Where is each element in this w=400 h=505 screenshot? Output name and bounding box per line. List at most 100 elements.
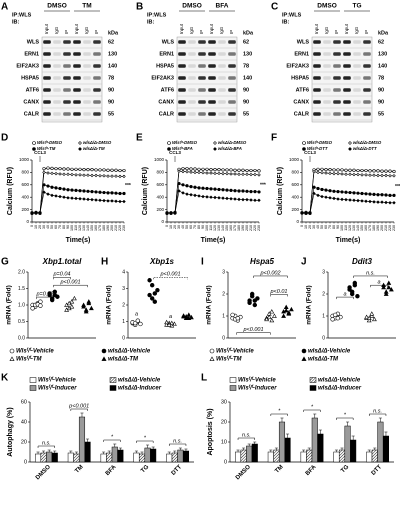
marker	[283, 307, 289, 313]
marker	[241, 172, 245, 176]
marker	[58, 172, 62, 176]
marker	[333, 312, 338, 318]
band	[333, 64, 341, 68]
marker	[352, 172, 356, 177]
x-tick-label: 20	[38, 225, 42, 229]
band	[333, 52, 341, 56]
band	[343, 100, 351, 104]
bar	[67, 452, 74, 463]
legend-swatch	[229, 377, 237, 383]
band	[218, 52, 226, 56]
marker	[62, 167, 66, 171]
marker	[78, 197, 82, 201]
marker	[54, 167, 58, 171]
marker	[245, 172, 249, 176]
y-tick-label: 400	[291, 194, 299, 199]
marker	[230, 312, 235, 318]
x-tick-label: 200	[245, 225, 249, 231]
y-tick-label: 0	[224, 459, 227, 465]
band	[73, 64, 81, 68]
y-axis-label: Apoptosis (%)	[207, 408, 214, 455]
marker	[320, 167, 324, 171]
marker	[241, 197, 245, 202]
kda-label: 62	[378, 39, 384, 45]
band	[178, 100, 186, 104]
band	[313, 76, 321, 80]
band	[343, 112, 351, 116]
marker	[380, 200, 384, 204]
marker	[82, 197, 86, 201]
error-bar	[367, 449, 371, 452]
marker	[376, 193, 380, 197]
panel-label: I	[201, 257, 204, 268]
band	[363, 52, 371, 56]
x-tick-label: 110	[344, 225, 348, 231]
marker	[332, 171, 336, 176]
annotation: p=0.02	[36, 292, 54, 298]
legend-label: wlsΔ/Δ-Vehicle	[108, 349, 151, 355]
ip-label: IP:WLS	[147, 12, 167, 18]
marker	[253, 198, 257, 203]
panel-label: J	[301, 257, 307, 268]
marker	[62, 187, 66, 191]
x-tick-label: 30	[177, 225, 181, 229]
marker	[249, 198, 253, 202]
band	[363, 88, 371, 92]
line	[166, 190, 259, 214]
marker	[344, 172, 348, 176]
x-tick-label: 110	[74, 225, 78, 231]
legend-label: Wlsᶠ/ᶠ-TM	[37, 146, 56, 151]
marker	[217, 196, 221, 200]
marker	[364, 168, 368, 173]
band	[93, 112, 101, 116]
marker	[106, 168, 110, 172]
marker	[348, 147, 352, 151]
y-tick-label: 10	[221, 439, 227, 445]
panel-label: H	[101, 257, 108, 268]
band	[53, 40, 61, 44]
marker	[217, 171, 221, 176]
marker	[32, 141, 36, 145]
x-tick-label: 140	[86, 225, 90, 231]
marker	[135, 318, 141, 323]
x-tick-label: 80	[197, 225, 201, 229]
line	[167, 168, 260, 213]
y-tick-label: 4	[122, 269, 125, 275]
kda-label: 140	[378, 63, 387, 69]
marker	[221, 168, 225, 172]
x-tick-label: 90	[201, 225, 205, 229]
y-axis-label: Calcium (RFU)	[7, 167, 14, 215]
lane-label: IP	[229, 30, 234, 34]
protein-label: HSPA5	[21, 75, 39, 81]
lane-label: IP	[199, 30, 204, 34]
marker	[106, 174, 110, 178]
marker	[225, 168, 229, 172]
marker	[350, 289, 355, 294]
marker	[193, 185, 197, 189]
band	[53, 112, 61, 116]
bar	[300, 451, 307, 463]
marker	[42, 167, 46, 171]
marker	[288, 306, 294, 312]
kda-label: 90	[378, 87, 384, 93]
error-bar	[184, 448, 188, 451]
x-tick-label: 220	[118, 225, 122, 231]
bracket	[37, 445, 56, 448]
marker	[264, 316, 270, 322]
y-axis-label: mRNA (Fold)	[306, 285, 313, 324]
legend-label: wlsΔ/Δ-DTT	[353, 146, 377, 151]
protein-label: EIF2AK3	[286, 63, 309, 69]
protein-label: CALR	[24, 111, 39, 117]
marker	[213, 171, 217, 176]
ib-label: IB:	[282, 19, 290, 25]
lane-label: IP	[94, 30, 99, 34]
legend-label: Wlsᶠ/ᶠ-TM	[216, 356, 243, 363]
marker	[30, 306, 35, 311]
significance: ***	[260, 182, 266, 188]
marker	[301, 356, 307, 361]
lane-label: IgG	[354, 26, 359, 34]
x-tick-label: 0	[165, 225, 169, 227]
legend-label: Wlsᶠ/ᶠ-Vehicle	[16, 348, 54, 355]
lane-label: Input	[344, 23, 349, 34]
y-tick-label: 1000	[289, 157, 300, 162]
